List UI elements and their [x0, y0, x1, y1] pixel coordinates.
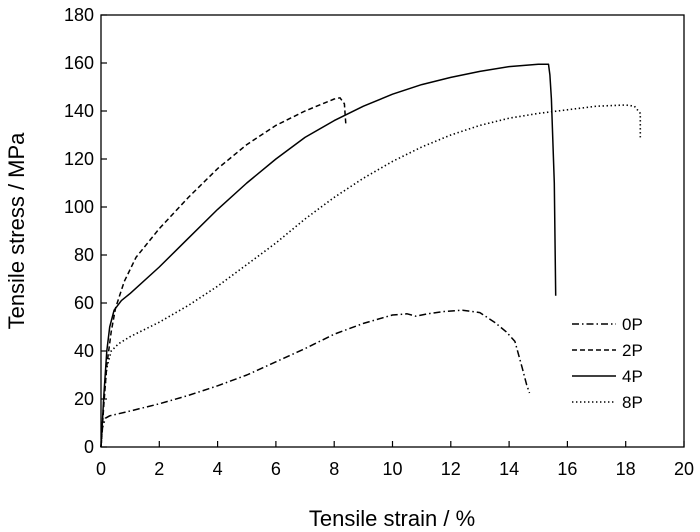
series-line-2p	[100, 97, 347, 448]
y-tick-label: 0	[84, 437, 94, 457]
series-lines	[100, 63, 642, 448]
y-tick-label: 40	[74, 341, 94, 361]
y-tick-label: 60	[74, 293, 94, 313]
x-tick-label: 20	[674, 459, 694, 479]
legend-label-8p: 8P	[622, 393, 643, 412]
y-tick-label: 180	[64, 5, 94, 25]
y-axis-ticks: 0 20 40 60 80 100 120 140 160 180	[64, 5, 107, 457]
x-tick-label: 4	[213, 459, 223, 479]
y-tick-label: 100	[64, 197, 94, 217]
x-tick-label: 14	[499, 459, 519, 479]
y-tick-label: 80	[74, 245, 94, 265]
y-tick-label: 140	[64, 101, 94, 121]
x-tick-label: 18	[616, 459, 636, 479]
legend-label-2p: 2P	[622, 341, 643, 360]
x-tick-label: 8	[329, 459, 339, 479]
series-line-4p	[100, 63, 557, 448]
x-tick-label: 2	[154, 459, 164, 479]
x-tick-label: 12	[441, 459, 461, 479]
legend-label-0p: 0P	[622, 315, 643, 334]
series-line-8p	[100, 104, 642, 448]
x-axis-label: Tensile strain / %	[309, 506, 475, 531]
y-axis-label: Tensile stress / MPa	[4, 132, 29, 330]
legend-label-4p: 4P	[622, 367, 643, 386]
y-tick-label: 20	[74, 389, 94, 409]
series-line-0p	[100, 309, 531, 448]
x-axis-ticks: 0 2 4 6 8 10 12 14 16 18 20	[96, 441, 694, 479]
plot-area-frame	[100, 14, 685, 448]
x-tick-label: 16	[557, 459, 577, 479]
x-tick-label: 6	[271, 459, 281, 479]
x-tick-label: 0	[96, 459, 106, 479]
legend: 0P 2P 4P 8P	[572, 315, 643, 412]
y-tick-label: 120	[64, 149, 94, 169]
y-tick-label: 160	[64, 53, 94, 73]
x-tick-label: 10	[382, 459, 402, 479]
